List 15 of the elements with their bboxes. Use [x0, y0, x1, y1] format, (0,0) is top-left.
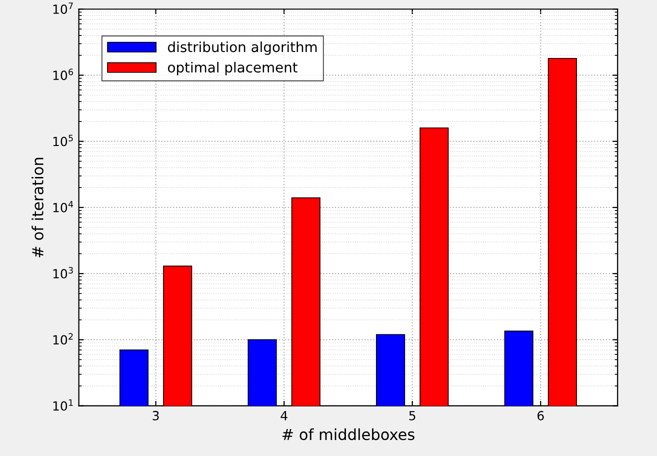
- y-tick-label: 10$^{4}$: [53, 200, 74, 212]
- legend-label: optimal placement: [168, 62, 298, 76]
- y-tick-label: 10$^{3}$: [53, 266, 73, 278]
- x-tick-label: 4: [280, 411, 288, 420]
- legend-label: distribution algorithm: [168, 41, 317, 55]
- y-tick-label: 10$^{1}$: [53, 399, 73, 411]
- x-tick-label: 5: [409, 411, 416, 420]
- y-axis-title: # of iteration: [32, 158, 44, 258]
- y-tick-label: 10$^{6}$: [53, 68, 74, 80]
- x-tick-label: 6: [538, 410, 544, 420]
- y-tick-label: 10$^{5}$: [53, 134, 73, 146]
- x-tick-label: 3: [152, 410, 159, 420]
- y-tick-label: 10$^{7}$: [53, 2, 73, 14]
- x-axis-title: # of middleboxes: [282, 428, 414, 440]
- y-tick-label: 10$^{2}$: [53, 333, 73, 345]
